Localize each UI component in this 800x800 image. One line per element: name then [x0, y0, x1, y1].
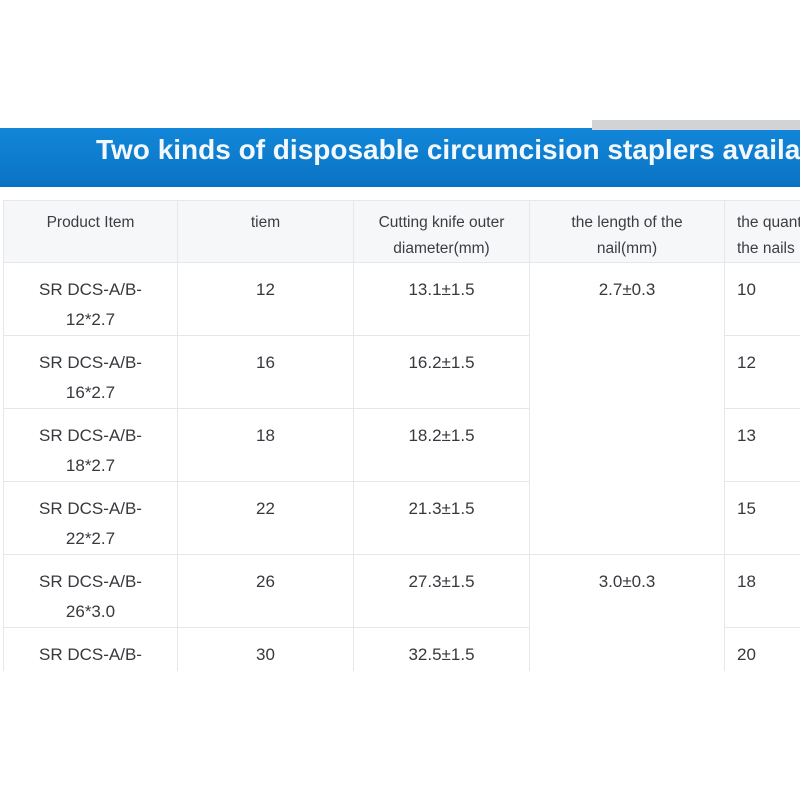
- cell-product-item: SR DCS-A/B- 12*2.7: [3, 262, 178, 336]
- header-product-item: Product Item: [3, 200, 178, 263]
- header-knife-diameter: Cutting knife outer diameter(mm): [353, 200, 530, 263]
- cell-nail-length-group: 3.0±0.3: [529, 554, 725, 671]
- cell-nail-length-group: 2.7±0.3: [529, 262, 725, 555]
- cell-knife-diameter: 13.1±1.5: [353, 262, 530, 336]
- header-label-line2: the nails: [737, 240, 795, 257]
- table-row: SR DCS-A/B- 26*3.0 26 27.3±1.5 3.0±0.3 1…: [3, 554, 800, 671]
- cell-product-item: SR DCS-A/B- 18*2.7: [3, 408, 178, 482]
- cell-tiem: 12: [177, 262, 354, 336]
- cell-knife-diameter: 27.3±1.5: [353, 554, 530, 628]
- cell-nail-quantity: 15: [724, 481, 800, 555]
- table-row: SR DCS-A/B- 30*3.0 30 32.5±1.5 20: [3, 627, 800, 671]
- cell-knife-diameter: 32.5±1.5: [353, 627, 530, 671]
- title-banner: Two kinds of disposable circumcision sta…: [0, 128, 800, 187]
- table-row: SR DCS-A/B- 16*2.7 16 16.2±1.5 12: [3, 335, 800, 409]
- spec-table-container: Product Item tiem Cutting knife outer di…: [3, 200, 800, 671]
- cell-tiem: 16: [177, 335, 354, 409]
- cell-nail-quantity: 10: [724, 262, 800, 336]
- banner-title: Two kinds of disposable circumcision sta…: [96, 134, 800, 165]
- cell-tiem: 18: [177, 408, 354, 482]
- cell-nail-quantity: 18: [724, 554, 800, 628]
- cell-knife-diameter: 18.2±1.5: [353, 408, 530, 482]
- header-nail-length: the length of the nail(mm): [529, 200, 725, 263]
- cell-nail-quantity: 13: [724, 408, 800, 482]
- cell-knife-diameter: 16.2±1.5: [353, 335, 530, 409]
- cell-tiem: 22: [177, 481, 354, 555]
- cell-tiem: 30: [177, 627, 354, 671]
- cell-product-item: SR DCS-A/B- 30*3.0: [3, 627, 178, 671]
- spec-table: Product Item tiem Cutting knife outer di…: [3, 200, 800, 671]
- table-row: SR DCS-A/B- 18*2.7 18 18.2±1.5 13: [3, 408, 800, 482]
- header-label-line1: the quantity of: [737, 214, 800, 231]
- top-right-gray-strip: [592, 120, 800, 130]
- cell-knife-diameter: 21.3±1.5: [353, 481, 530, 555]
- cell-product-item: SR DCS-A/B- 26*3.0: [3, 554, 178, 628]
- header-tiem: tiem: [177, 200, 354, 263]
- header-label-line1: the length of the: [571, 214, 683, 231]
- header-label-line2: nail(mm): [596, 240, 658, 257]
- header-label: Product Item: [46, 214, 135, 231]
- table-row: SR DCS-A/B- 22*2.7 22 21.3±1.5 15: [3, 481, 800, 555]
- header-label-line1: Cutting knife outer: [378, 214, 505, 231]
- cell-tiem: 26: [177, 554, 354, 628]
- header-row: Product Item tiem Cutting knife outer di…: [3, 200, 800, 263]
- cell-product-item: SR DCS-A/B- 22*2.7: [3, 481, 178, 555]
- cell-nail-quantity: 12: [724, 335, 800, 409]
- header-label-line2: diameter(mm): [393, 240, 490, 257]
- table-row: SR DCS-A/B- 12*2.7 12 13.1±1.5 2.7±0.3 1…: [3, 262, 800, 555]
- cell-product-item: SR DCS-A/B- 16*2.7: [3, 335, 178, 409]
- header-label: tiem: [250, 214, 281, 231]
- header-nail-quantity: the quantity of the nails: [724, 200, 800, 263]
- cell-nail-quantity: 20: [724, 627, 800, 671]
